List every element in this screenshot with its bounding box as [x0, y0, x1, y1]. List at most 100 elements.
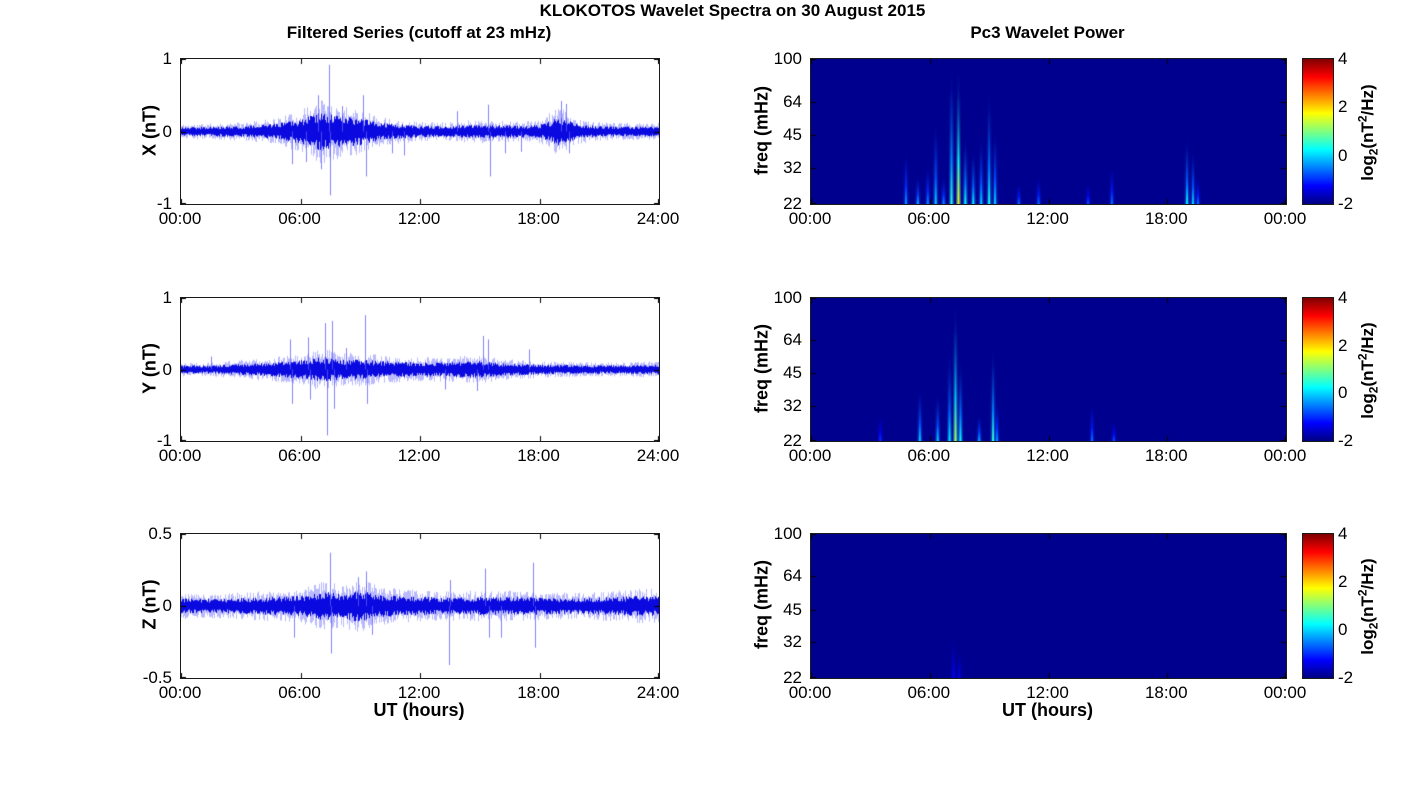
- colorbar-unit-label-part: 2: [1366, 148, 1381, 155]
- y-tick-label: 32: [783, 158, 802, 178]
- y-tick-label: -1: [156, 194, 172, 213]
- colorbar-tick-label: 2: [1338, 572, 1348, 591]
- x-tick-label: 18:00: [517, 446, 560, 465]
- colorbar-tick-label: -2: [1338, 194, 1354, 213]
- x-tick-label: 00:00: [158, 209, 202, 228]
- colorbar-unit-label-part: 2: [1355, 114, 1370, 122]
- x-tick-label: 12:00: [1026, 683, 1069, 702]
- y-tick-label: 32: [783, 632, 802, 652]
- colorbar: [1302, 533, 1334, 679]
- colorbar-unit-label: log2(nT2/Hz): [1355, 512, 1380, 702]
- y-tick-label: 64: [783, 566, 802, 586]
- colorbar-unit-label: log2(nT2/Hz): [1355, 37, 1380, 227]
- colorbar-tick-label: -2: [1338, 668, 1354, 687]
- y-tick-label: 0: [162, 359, 172, 379]
- x-wavelet-power-plot: [810, 58, 1287, 205]
- y-tick-label: 64: [783, 91, 802, 111]
- x-tick-label: 12:00: [1026, 446, 1069, 465]
- x-tick-label: 18:00: [1144, 209, 1188, 228]
- x-tick-label: 00:00: [788, 446, 832, 465]
- colorbar: [1302, 297, 1334, 442]
- y-tick-label: -0.5: [142, 668, 172, 687]
- y-tick-label: 32: [783, 395, 802, 415]
- z-filtered-series-plot: [180, 533, 660, 679]
- x-tick-label: 18:00: [1144, 683, 1188, 702]
- colorbar-unit-label-part: (nT: [1358, 596, 1378, 623]
- colorbar-tick-label: 0: [1338, 620, 1348, 639]
- x-tick-label: 06:00: [278, 209, 321, 228]
- wavelet-power-title: Pc3 Wavelet Power: [970, 23, 1125, 42]
- y-tick-label: 0: [162, 596, 172, 615]
- colorbar-unit-label-part: 2: [1366, 622, 1381, 630]
- x-tick-label: 06:00: [907, 209, 951, 228]
- colorbar: [1302, 58, 1334, 205]
- x-tick-label: 00:00: [1263, 446, 1307, 465]
- x-tick-label: 06:00: [278, 446, 321, 465]
- x-series-canvas: [181, 59, 659, 204]
- y-tick-label: 45: [783, 125, 802, 145]
- colorbar-tick-label: 2: [1338, 97, 1348, 117]
- colorbar-tick-label: 0: [1338, 145, 1348, 165]
- x-filtered-series-plot: [180, 58, 660, 205]
- colorbar-unit-label-part: /Hz): [1358, 321, 1378, 353]
- y-tick-label: 0: [162, 121, 172, 141]
- figure-title: KLOKOTOS Wavelet Spectra on 30 August 20…: [539, 1, 926, 20]
- y-tick-label: 22: [783, 668, 802, 687]
- x-tick-label: 06:00: [278, 683, 321, 702]
- colorbar-unit-label-part: /Hz): [1358, 83, 1378, 115]
- colorbar-unit-label-part: 2: [1366, 386, 1381, 393]
- x-tick-label: 00:00: [788, 683, 832, 702]
- x-tick-label: 00:00: [158, 683, 202, 702]
- colorbar-unit-label-part: /Hz): [1358, 558, 1378, 590]
- colorbar-unit-label-part: 2: [1355, 589, 1370, 597]
- colorbar-unit-label: log2(nT2/Hz): [1355, 275, 1380, 465]
- x-tick-label: 18:00: [517, 209, 560, 228]
- y-series-canvas: [181, 298, 659, 441]
- colorbar-unit-label-part: log: [1358, 629, 1378, 655]
- y-wavelet-power-plot: [810, 297, 1287, 442]
- colorbar-tick-label: 4: [1338, 288, 1348, 307]
- y-tick-label: 1: [162, 288, 172, 307]
- x-tick-label: 12:00: [397, 209, 441, 228]
- x-tick-label: 06:00: [907, 446, 951, 465]
- colorbar-tick-label: 0: [1338, 383, 1348, 403]
- ut-hours-label-right: UT (hours): [1002, 700, 1093, 720]
- y-tick-label: 100: [773, 288, 802, 307]
- colorbar-tick-label: -2: [1338, 431, 1354, 450]
- y-filtered-series-plot: [180, 297, 660, 442]
- x-tick-label: 12:00: [397, 683, 441, 702]
- y-tick-label: 45: [783, 599, 802, 619]
- y-tick-label: 100: [773, 49, 802, 68]
- colorbar-tick-label: 4: [1338, 524, 1348, 543]
- colorbar-unit-label-part: log: [1358, 392, 1378, 419]
- colorbar-unit-label-part: (nT: [1358, 359, 1378, 387]
- y-tick-label: 22: [783, 431, 802, 450]
- x-tick-label: 12:00: [397, 446, 441, 465]
- x-tick-label: 00:00: [1263, 209, 1307, 228]
- colorbar-tick-label: 2: [1338, 335, 1348, 355]
- ut-hours-label-left: UT (hours): [373, 700, 465, 720]
- y-tick-label: 64: [783, 330, 802, 350]
- colorbar-unit-label-part: log: [1358, 154, 1378, 181]
- colorbar-tick-label: 4: [1338, 49, 1348, 68]
- colorbar-unit-label-part: 2: [1355, 352, 1370, 360]
- y-tick-label: -1: [156, 431, 172, 450]
- x-wavelet-canvas: [811, 59, 1286, 204]
- x-tick-label: 00:00: [158, 446, 202, 465]
- y-wavelet-canvas: [811, 298, 1286, 441]
- y-tick-label: 100: [773, 524, 802, 543]
- filtered-series-title: Filtered Series (cutoff at 23 mHz): [286, 23, 552, 42]
- z-series-canvas: [181, 534, 659, 678]
- x-tick-label: 00:00: [788, 209, 832, 228]
- y-tick-label: 1: [162, 49, 172, 68]
- x-tick-label: 18:00: [1144, 446, 1188, 465]
- y-tick-label: 45: [783, 363, 802, 383]
- colorbar-unit-label-part: (nT: [1358, 121, 1378, 149]
- x-tick-label: 00:00: [1263, 683, 1307, 702]
- x-tick-label: 24:00: [636, 446, 680, 465]
- z-wavelet-canvas: [811, 534, 1286, 678]
- x-tick-label: 24:00: [636, 683, 680, 702]
- x-tick-label: 18:00: [517, 683, 560, 702]
- x-tick-label: 06:00: [907, 683, 951, 702]
